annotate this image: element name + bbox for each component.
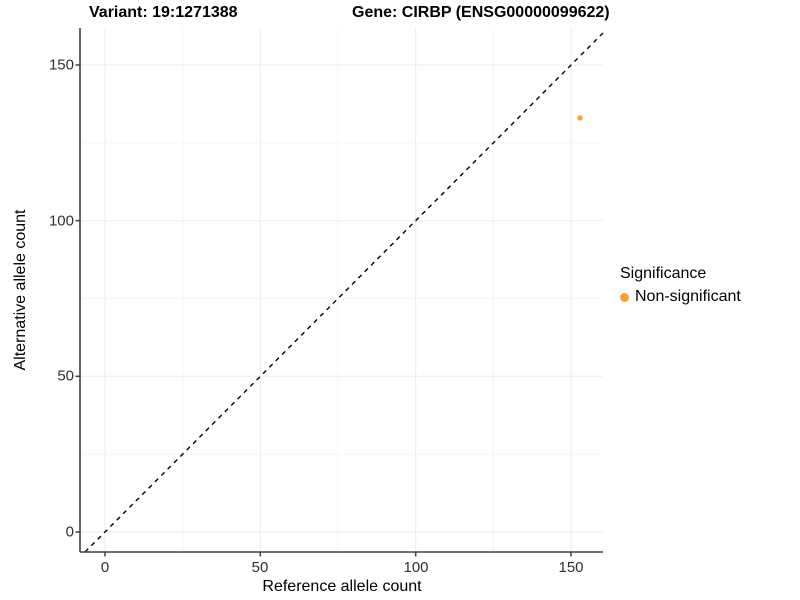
identity-dashed-line	[84, 32, 604, 553]
axis-lines	[79, 28, 603, 553]
legend: Significance Non-significant	[620, 265, 741, 306]
legend-item-label: Non-significant	[635, 288, 741, 305]
y-tick-150: 150	[48, 56, 74, 74]
y-axis-title: Alternative allele count	[12, 209, 29, 371]
variant-title: Variant: 19:1271388	[89, 4, 238, 21]
x-tick-0: 0	[100, 559, 110, 576]
y-tick-0: 0	[65, 523, 74, 541]
x-tick-100: 100	[403, 559, 429, 576]
legend-title: Significance	[620, 265, 707, 282]
grid-major	[80, 28, 603, 552]
x-axis-title: Reference allele count	[262, 578, 422, 595]
x-tick-50: 50	[251, 559, 269, 576]
legend-item-non-significant: Non-significant	[620, 288, 741, 306]
gene-title: Gene: CIRBP (ENSG00000099622)	[352, 4, 610, 21]
y-tick-50: 50	[57, 367, 74, 385]
x-tick-150: 150	[558, 559, 584, 576]
legend-dot-icon	[620, 292, 629, 302]
tick-marks	[75, 64, 572, 557]
grid-minor	[80, 28, 603, 552]
y-tick-100: 100	[48, 212, 74, 230]
data-point-non-significant	[577, 115, 583, 121]
